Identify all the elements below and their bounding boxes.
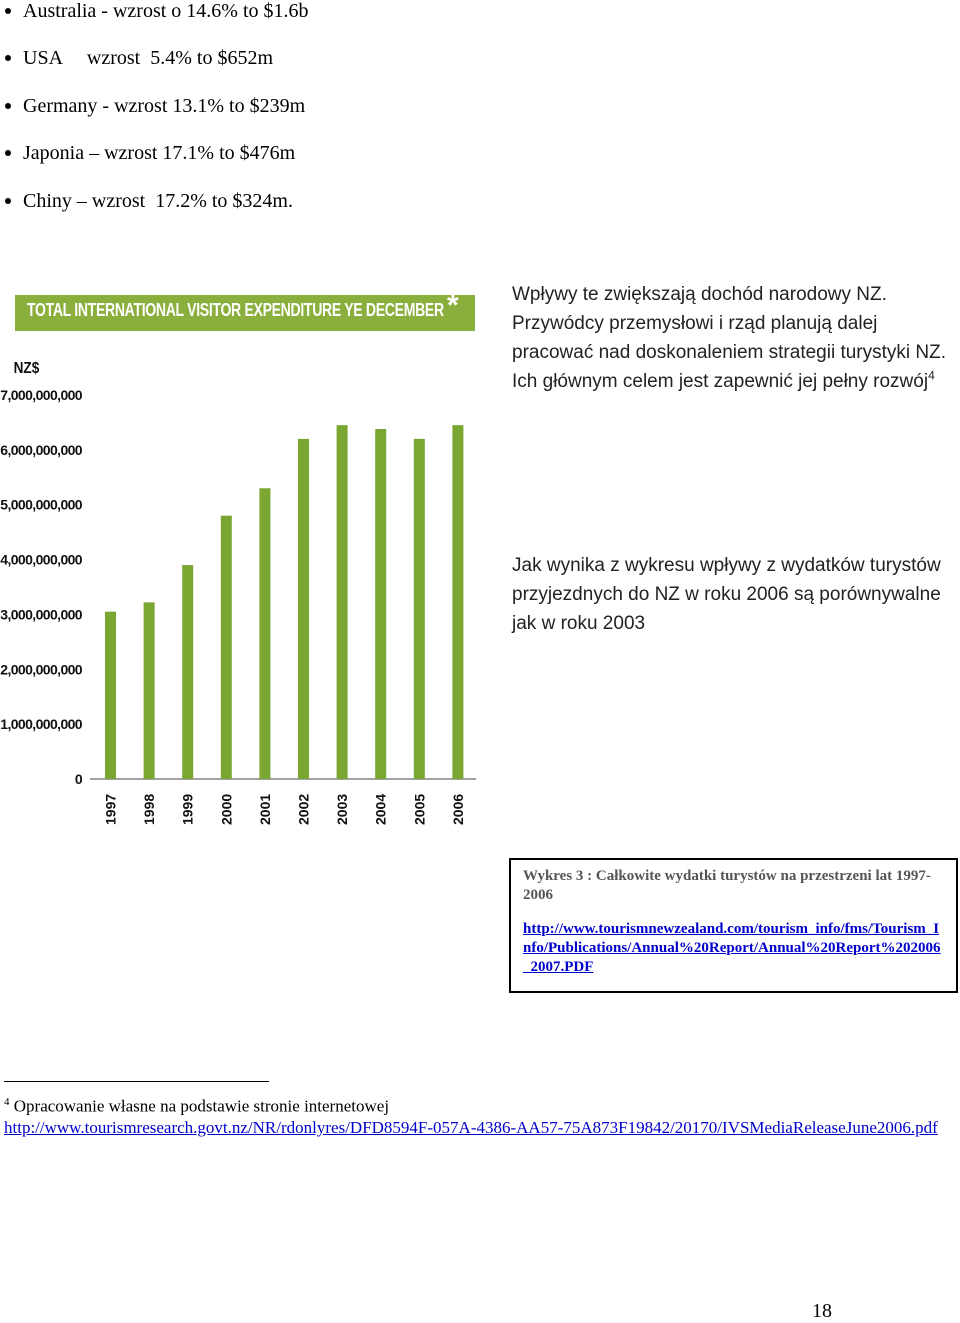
bullet-icon — [5, 197, 11, 204]
x-tick-label: 2002 — [296, 794, 312, 825]
footnote-number: 4 — [4, 1096, 10, 1108]
x-tick-label: 2005 — [411, 794, 427, 825]
y-axis-label: NZ$ — [14, 360, 40, 377]
list-item: USA wzrost 5.4% to $652m — [0, 47, 273, 69]
bar-2003 — [336, 425, 348, 779]
y-tick-label: 0 — [75, 771, 83, 787]
x-tick-label: 1999 — [180, 794, 196, 825]
y-tick-label: 1,000,000,000 — [0, 716, 83, 732]
bar-2001 — [259, 488, 271, 779]
y-tick-label: 6,000,000,000 — [0, 442, 83, 458]
intro-paragraph: Wpływy te zwiększają dochód narodowy NZ.… — [512, 280, 952, 396]
x-tick-label: 2001 — [257, 794, 273, 825]
y-tick-label: 3,000,000,000 — [0, 606, 83, 622]
chart-title-mark: * — [447, 289, 459, 322]
bar-2006 — [452, 425, 464, 779]
chart-title: TOTAL INTERNATIONAL VISITOR EXPENDITURE … — [27, 300, 444, 320]
footnote: 4 Opracowanie własne na podstawie stroni… — [4, 1092, 954, 1138]
paragraph-text: Jak wynika z wykresu wpływy z wydatków t… — [512, 555, 941, 634]
analysis-paragraph: Jak wynika z wykresu wpływy z wydatków t… — [512, 551, 952, 638]
bullet-icon — [5, 149, 11, 156]
bullet-icon — [5, 54, 11, 61]
bullet-icon — [5, 102, 11, 109]
bullet-icon — [5, 7, 11, 14]
y-tick-label: 2,000,000,000 — [0, 661, 83, 677]
list-item: Japonia – wzrost 17.1% to $476m — [0, 142, 295, 164]
bar-1999 — [182, 565, 194, 779]
page-number: 18 — [812, 1300, 832, 1322]
bar-2004 — [375, 429, 387, 779]
chart-plot: NZ$ 0 1,000,000,000 2,000,000,000 3,000,000,… — [0, 360, 476, 825]
list-item: Australia - wzrost o 14.6% to $1.6b — [0, 0, 309, 22]
footnote-link[interactable]: http://www.tourismresearch.govt.nz/NR/rd… — [4, 1117, 938, 1137]
chart-caption: Wykres 3 : Całkowite wydatki turystów na… — [509, 858, 958, 993]
x-tick-label: 2004 — [373, 794, 389, 825]
caption-text: Wykres 3 : Całkowite wydatki turystów na… — [523, 868, 931, 903]
footnote-text: Opracowanie własne na podstawie stronie … — [9, 1096, 390, 1116]
footnote-divider — [4, 1081, 269, 1082]
bar-2002 — [298, 438, 309, 779]
y-tick-label: 4,000,000,000 — [0, 552, 83, 568]
list-item: Germany - wzrost 13.1% to $239m — [0, 95, 305, 117]
paragraph-text: Wpływy te zwiększają dochód narodowy NZ.… — [512, 284, 947, 392]
x-tick-label: 2003 — [334, 794, 350, 825]
caption-link[interactable]: http://www.tourismnewzealand.com/tourism… — [523, 921, 941, 975]
chart-title-bar: TOTAL INTERNATIONAL VISITOR EXPENDITURE … — [15, 289, 475, 331]
footnote-ref: 4 — [928, 368, 935, 383]
x-tick-label: 2006 — [450, 794, 466, 825]
list-item: Chiny – wzrost 17.2% to $324m. — [0, 190, 293, 212]
bar-2000 — [220, 515, 232, 779]
x-tick-label: 1997 — [103, 794, 119, 825]
bar-2005 — [413, 438, 425, 779]
x-tick-label: 1998 — [141, 794, 157, 825]
bar-1998 — [143, 602, 155, 779]
y-tick-label: 7,000,000,000 — [0, 387, 83, 403]
bar-1997 — [105, 611, 116, 779]
expenditure-chart: TOTAL INTERNATIONAL VISITOR EXPENDITURE … — [0, 285, 490, 840]
x-tick-label: 2000 — [218, 794, 234, 825]
y-tick-label: 5,000,000,000 — [0, 497, 83, 513]
